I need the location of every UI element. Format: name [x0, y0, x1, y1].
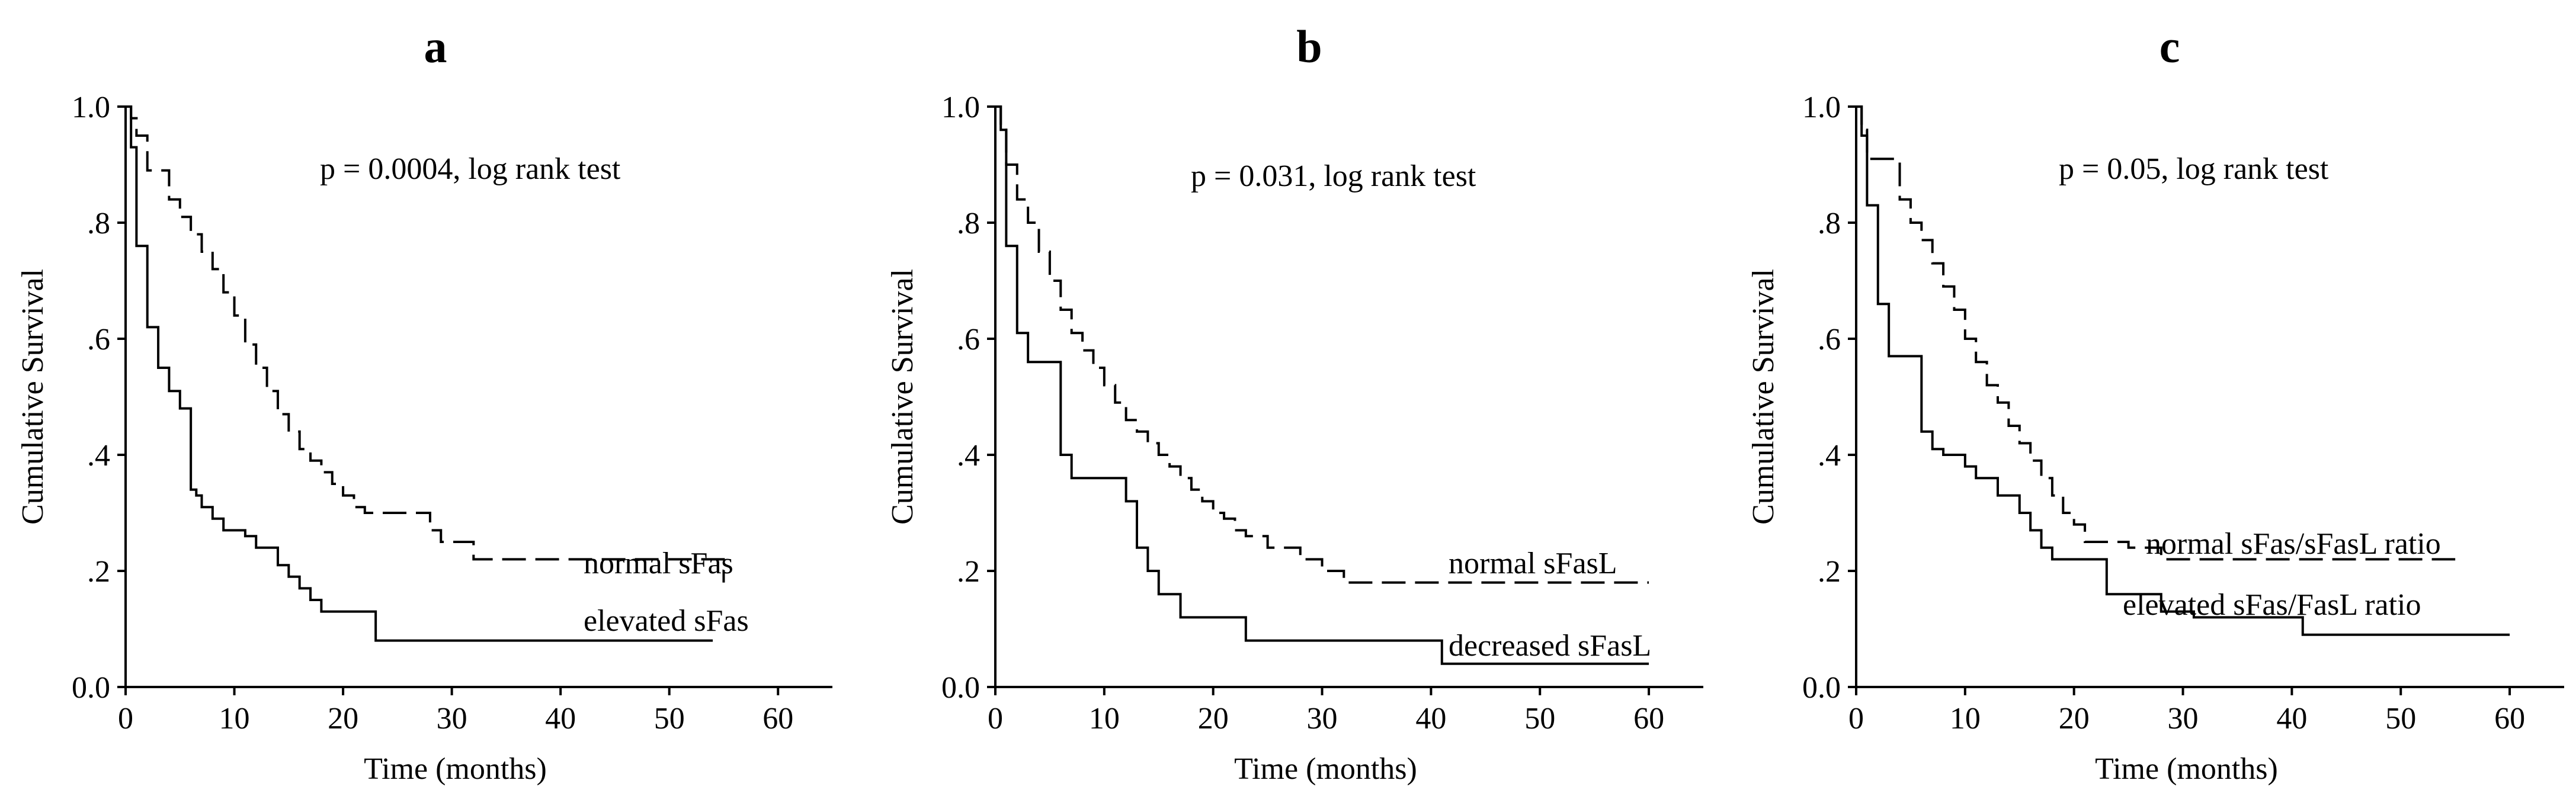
x-tick-label: 60: [2494, 702, 2525, 736]
y-tick-label: 0.0: [1802, 671, 1841, 705]
x-tick-label: 30: [2168, 702, 2199, 736]
legend-label: normal sFas: [584, 547, 733, 580]
x-tick-label: 60: [762, 702, 793, 736]
x-axis-title: Time (months): [364, 752, 547, 786]
y-tick-label: .4: [1818, 439, 1841, 473]
y-tick-label: .2: [1818, 555, 1841, 589]
x-tick-label: 40: [2276, 702, 2307, 736]
p-value-annotation: p = 0.05, log rank test: [2059, 152, 2329, 186]
y-tick-label: 0.0: [72, 671, 110, 705]
legend-label: normal sFas/sFasL ratio: [2146, 527, 2441, 561]
y-axis-title: Cumulative Survival: [886, 269, 919, 525]
x-tick-label: 0: [118, 702, 133, 736]
x-tick-label: 10: [1950, 702, 1981, 736]
x-tick-label: 10: [1089, 702, 1120, 736]
survival-curve-decreased-sfasl: [995, 105, 1649, 665]
x-tick-label: 30: [1307, 702, 1338, 736]
legend-label: normal sFasL: [1449, 547, 1617, 580]
x-tick-label: 20: [328, 702, 358, 736]
x-tick-label: 60: [1633, 702, 1664, 736]
panel-letter: b: [1296, 21, 1322, 72]
survival-curve-elevated-sfas-fasl-ratio: [1856, 105, 2510, 636]
legend-label: elevated sFas: [584, 604, 749, 638]
y-tick-label: .6: [957, 323, 980, 357]
survival-curve-normal-sfas: [126, 105, 725, 583]
x-tick-label: 50: [1524, 702, 1555, 736]
panel-letter: c: [2160, 21, 2180, 72]
y-tick-label: .4: [957, 439, 980, 473]
y-tick-label: 1.0: [1802, 91, 1841, 124]
y-axis-title: Cumulative Survival: [1747, 269, 1780, 525]
chart-panel-c: c 0.0 .2 .4 .6 .8 1.0 0 10 20 30 40 50 60 Cumulative S…: [1747, 21, 2564, 786]
x-tick-label: 20: [1198, 702, 1229, 736]
y-tick-label: 1.0: [941, 91, 980, 124]
x-tick-label: 30: [437, 702, 467, 736]
x-axis-title: Time (months): [1234, 752, 1417, 786]
y-tick-label: .8: [1818, 207, 1841, 240]
survival-curve-normal-sfasl: [995, 105, 1649, 584]
y-tick-label: .2: [957, 555, 980, 589]
y-tick-label: .8: [957, 207, 980, 240]
x-tick-label: 50: [654, 702, 685, 736]
y-tick-label: 1.0: [72, 91, 110, 124]
x-tick-label: 50: [2385, 702, 2416, 736]
y-tick-label: .8: [87, 207, 110, 240]
y-tick-label: .6: [87, 323, 110, 357]
x-tick-label: 20: [2059, 702, 2090, 736]
x-tick-label: 10: [219, 702, 250, 736]
y-tick-label: 0.0: [941, 671, 980, 705]
survival-curve-elevated-sfas: [126, 105, 713, 642]
y-tick-label: .4: [87, 439, 110, 473]
panel-letter: a: [424, 21, 447, 72]
y-tick-label: .2: [87, 555, 110, 589]
chart-panel-b: b 0.0 .2 .4 .6 .8 1.0 0 10 20 30 40 50 60 Cumulative S…: [886, 21, 1703, 786]
y-tick-label: .6: [1818, 323, 1841, 357]
x-tick-label: 0: [1848, 702, 1864, 736]
survival-curve-normal-sfas-sfasl-ratio: [1856, 105, 2456, 561]
x-axis-title: Time (months): [2095, 752, 2278, 786]
p-value-annotation: p = 0.031, log rank test: [1191, 159, 1476, 193]
legend-label: elevated sFas/FasL ratio: [2123, 588, 2421, 622]
p-value-annotation: p = 0.0004, log rank test: [320, 152, 621, 186]
chart-panel-a: a 0.0 .2 .4 .6 .8 1.0 0 10 20 30 40 50 60 Cumulative S…: [16, 21, 832, 786]
x-tick-label: 40: [545, 702, 576, 736]
legend-label: decreased sFasL: [1449, 629, 1651, 663]
x-tick-label: 0: [988, 702, 1003, 736]
y-axis-title: Cumulative Survival: [16, 269, 50, 525]
x-tick-label: 40: [1415, 702, 1446, 736]
